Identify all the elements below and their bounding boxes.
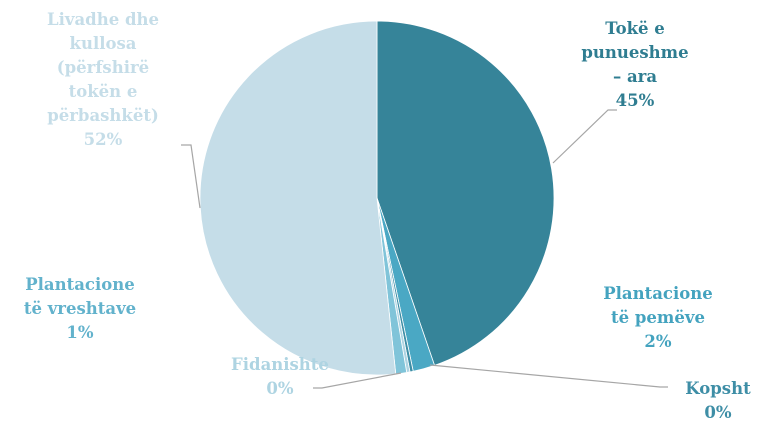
slice-percent-kopsht: 0% [704, 403, 731, 422]
leader-line-kopsht [429, 364, 668, 388]
leader-line-toke-e-punueshme [552, 109, 617, 164]
slice-name-line: Plantacione [603, 284, 713, 303]
leader-lines [181, 109, 668, 389]
slice-name-line: Fidanishte [231, 355, 329, 374]
slice-name-line: – ara [613, 67, 657, 86]
slice-percent-fidanishte: 0% [266, 379, 293, 398]
slice-label-toke-e-punueshme: Tokë e punueshme – ara 45% [581, 19, 688, 110]
slice-name-line: Kopsht [685, 379, 751, 398]
slice-name-line: punueshme [581, 43, 688, 62]
slice-label-kopsht: Kopsht 0% [685, 379, 751, 422]
slice-label-fidanishte: Fidanishte 0% [231, 355, 329, 398]
pie-slice-toke-e-punueshme [376, 20, 555, 366]
leader-line-livadhe-kullosa [181, 144, 201, 209]
pie-slices [199, 20, 555, 376]
pie-slice-livadhe-kullosa [199, 20, 397, 376]
slice-name-line: Livadhe dhe [47, 10, 159, 29]
slice-labels: Tokë e punueshme – ara 45% Plantacione të pem… [24, 10, 751, 422]
slice-label-plantacione-pemeve: Plantacione të pemëve 2% [603, 284, 713, 351]
slice-percent-plantacione-vreshtave: 1% [66, 323, 93, 342]
slice-percent-plantacione-pemeve: 2% [644, 332, 671, 351]
slice-label-livadhe-kullosa: Livadhe dhe kullosa (përfshirë tokën e përba… [47, 10, 159, 149]
slice-name-line: Tokë e [605, 19, 665, 38]
slice-percent-toke-e-punueshme: 45% [616, 91, 655, 110]
slice-label-plantacione-vreshtave: Plantacione të vreshtave 1% [24, 275, 136, 342]
slice-name-line: Plantacione [25, 275, 135, 294]
slice-name-line: tokën e [69, 82, 138, 101]
leader-line-fidanishte [313, 372, 402, 389]
slice-percent-livadhe-kullosa: 52% [84, 130, 123, 149]
slice-name-line: kullosa [70, 34, 137, 53]
slice-name-line: të vreshtave [24, 299, 136, 318]
slice-name-line: përbashkët) [47, 106, 159, 125]
slice-name-line: të pemëve [611, 308, 705, 327]
slice-name-line: (përfshirë [57, 58, 149, 77]
